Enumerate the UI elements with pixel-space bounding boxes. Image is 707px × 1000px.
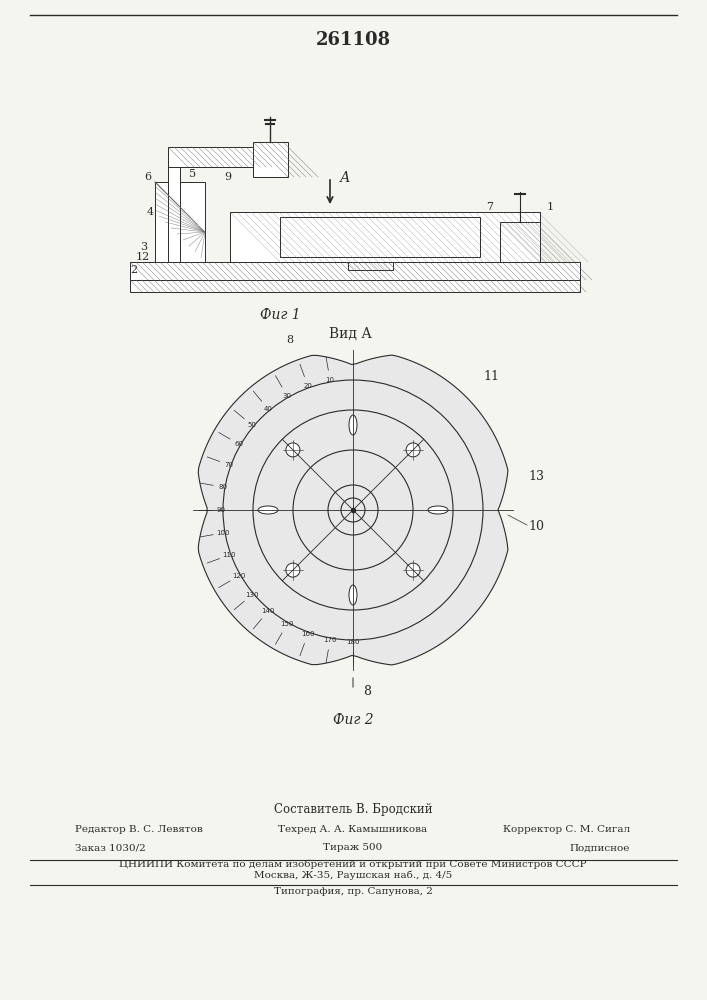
Text: 2: 2 [130, 265, 138, 275]
Text: 8: 8 [363, 685, 371, 698]
Text: Техред А. А. Камышникова: Техред А. А. Камышникова [279, 826, 428, 834]
Text: Редактор В. С. Левятов: Редактор В. С. Левятов [75, 826, 203, 834]
Text: 120: 120 [232, 573, 245, 579]
Text: ЦНИИПИ Комитета по делам изобретений и открытий при Совете Министров СССР: ЦНИИПИ Комитета по делам изобретений и о… [119, 859, 587, 869]
Ellipse shape [258, 506, 278, 514]
Text: Вид А: Вид А [329, 327, 371, 341]
Text: 12: 12 [136, 252, 150, 262]
Text: Подписное: Подписное [570, 844, 630, 852]
Text: 1: 1 [547, 202, 554, 212]
Bar [130, 262, 580, 280]
Text: 150: 150 [280, 621, 293, 627]
Text: 170: 170 [323, 637, 337, 643]
Text: 50: 50 [247, 422, 257, 428]
Bar [253, 142, 288, 177]
Polygon shape [198, 355, 508, 665]
Text: 10: 10 [528, 520, 544, 533]
Ellipse shape [349, 415, 357, 435]
Text: Корректор С. М. Сигал: Корректор С. М. Сигал [503, 826, 630, 834]
Text: 110: 110 [222, 552, 235, 558]
Text: 10: 10 [326, 377, 334, 383]
Circle shape [286, 443, 300, 457]
Bar [500, 222, 540, 262]
Circle shape [286, 563, 300, 577]
Text: 7: 7 [486, 202, 493, 212]
Text: Заказ 1030/2: Заказ 1030/2 [75, 844, 146, 852]
Text: 80: 80 [218, 484, 228, 490]
Text: 140: 140 [262, 608, 275, 614]
Text: 40: 40 [264, 406, 273, 412]
Ellipse shape [349, 585, 357, 605]
Text: Москва, Ж-35, Раушская наб., д. 4/5: Москва, Ж-35, Раушская наб., д. 4/5 [254, 870, 452, 880]
Bar [155, 182, 205, 262]
Text: 6: 6 [144, 172, 151, 182]
Text: 70: 70 [224, 462, 233, 468]
Circle shape [406, 443, 420, 457]
Text: 160: 160 [301, 631, 315, 637]
Text: 130: 130 [245, 592, 259, 598]
Bar [130, 280, 580, 292]
Text: Типография, пр. Сапунова, 2: Типография, пр. Сапунова, 2 [274, 888, 433, 896]
Text: 30: 30 [283, 393, 291, 399]
Bar [280, 217, 480, 257]
Text: 3: 3 [141, 242, 148, 252]
Text: 8: 8 [286, 335, 293, 345]
Text: Тираж 500: Тираж 500 [323, 844, 382, 852]
Text: 9: 9 [224, 172, 232, 182]
Text: 60: 60 [234, 441, 243, 447]
Bar [280, 217, 480, 257]
Ellipse shape [428, 506, 448, 514]
Text: 180: 180 [346, 639, 360, 645]
Text: 13: 13 [528, 470, 544, 483]
Circle shape [406, 563, 420, 577]
Bar [230, 212, 540, 262]
Text: 11: 11 [483, 370, 499, 383]
Text: Фиг 1: Фиг 1 [259, 308, 300, 322]
Text: Фиг 2: Фиг 2 [333, 713, 373, 727]
Text: 4: 4 [146, 207, 153, 217]
Text: Составитель В. Бродский: Составитель В. Бродский [274, 804, 432, 816]
Bar [168, 147, 258, 167]
Text: 100: 100 [216, 530, 230, 536]
Text: 5: 5 [189, 169, 197, 179]
Text: А: А [340, 171, 351, 185]
Text: 261108: 261108 [315, 31, 390, 49]
Text: 20: 20 [303, 383, 312, 389]
Text: 90: 90 [216, 507, 226, 513]
Bar [348, 262, 393, 270]
Bar [168, 152, 180, 262]
